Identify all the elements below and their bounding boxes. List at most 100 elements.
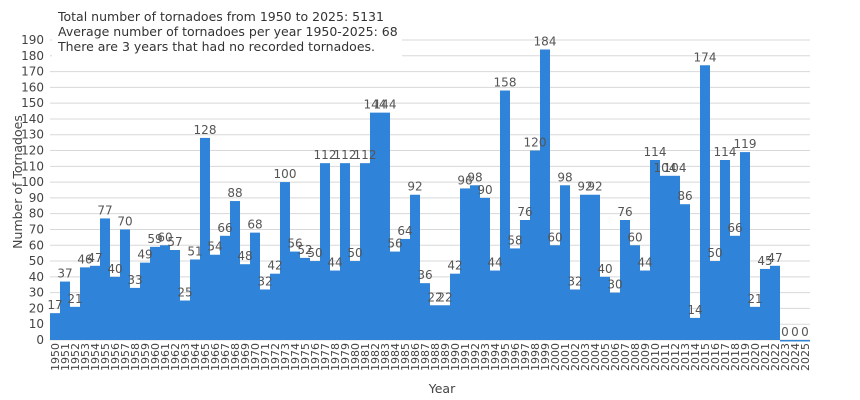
x-tick-label: 2008 bbox=[629, 343, 642, 371]
y-tick-label: 120 bbox=[21, 144, 44, 158]
data-label: 92 bbox=[587, 180, 602, 194]
note-total: Total number of tornadoes from 1950 to 2… bbox=[57, 9, 384, 24]
bar bbox=[160, 245, 170, 340]
bar bbox=[440, 305, 450, 340]
x-tick-label: 1999 bbox=[539, 343, 552, 371]
bar bbox=[540, 49, 550, 340]
bar bbox=[330, 270, 340, 340]
data-label: 44 bbox=[637, 256, 652, 270]
x-tick-label: 2014 bbox=[689, 343, 702, 371]
x-axis-title: Year bbox=[428, 381, 456, 396]
data-label: 114 bbox=[714, 145, 737, 159]
bar bbox=[320, 163, 330, 340]
data-label: 68 bbox=[247, 218, 262, 232]
y-tick-label: 110 bbox=[21, 159, 44, 173]
bar bbox=[420, 283, 430, 340]
bar bbox=[200, 137, 210, 340]
note-zero-years: There are 3 years that had no recorded t… bbox=[57, 39, 375, 54]
data-label: 76 bbox=[617, 205, 632, 219]
bar bbox=[120, 229, 130, 340]
data-label: 128 bbox=[194, 123, 217, 137]
bar bbox=[800, 340, 810, 342]
notes-background bbox=[52, 4, 402, 60]
x-tick-label: 2002 bbox=[569, 343, 582, 371]
x-tick-label: 1988 bbox=[429, 343, 442, 371]
data-label: 51 bbox=[187, 244, 202, 258]
x-tick-label: 2001 bbox=[559, 343, 572, 371]
data-label: 59 bbox=[147, 232, 162, 246]
x-tick-label: 2003 bbox=[579, 343, 592, 371]
x-tick-label: 2007 bbox=[619, 343, 632, 371]
data-label: 60 bbox=[547, 230, 562, 244]
x-tick-label: 1995 bbox=[499, 343, 512, 371]
x-tick-label: 1994 bbox=[489, 343, 502, 371]
x-tick-label: 1971 bbox=[259, 343, 272, 371]
x-tick-label: 1961 bbox=[159, 343, 172, 371]
bar bbox=[490, 270, 500, 340]
x-tick-label: 1951 bbox=[59, 343, 72, 371]
data-label: 104 bbox=[654, 161, 677, 175]
data-label: 158 bbox=[494, 76, 517, 90]
bar bbox=[700, 65, 710, 341]
x-tick-label: 2019 bbox=[739, 343, 752, 371]
summary-notes: Total number of tornadoes from 1950 to 2… bbox=[52, 4, 402, 60]
data-label: 44 bbox=[487, 256, 502, 270]
x-tick-label: 1983 bbox=[379, 343, 392, 371]
x-tick-label: 1981 bbox=[359, 343, 372, 371]
x-tick-label: 2021 bbox=[759, 343, 772, 371]
bar bbox=[410, 194, 420, 340]
bar bbox=[360, 163, 370, 340]
x-tick-label: 1953 bbox=[79, 343, 92, 371]
data-label: 144 bbox=[374, 98, 397, 112]
x-tick-label: 1980 bbox=[349, 343, 362, 371]
bar bbox=[450, 273, 460, 340]
data-label: 57 bbox=[167, 235, 182, 249]
data-label: 14 bbox=[687, 303, 702, 317]
bar bbox=[640, 270, 650, 340]
x-tick-label: 1958 bbox=[129, 343, 142, 371]
data-label: 96 bbox=[457, 173, 472, 187]
data-label: 42 bbox=[447, 259, 462, 273]
x-tick-label: 1989 bbox=[439, 343, 452, 371]
bar bbox=[780, 340, 790, 342]
data-label: 119 bbox=[734, 137, 757, 151]
data-label: 60 bbox=[157, 230, 172, 244]
bar bbox=[770, 265, 780, 340]
bar bbox=[70, 306, 80, 340]
x-tick-label: 2023 bbox=[779, 343, 792, 371]
x-tick-labels: 1950195119521953195419551956195719581959… bbox=[49, 343, 812, 371]
bar bbox=[790, 340, 800, 342]
data-label: 66 bbox=[727, 221, 742, 235]
data-label: 37 bbox=[57, 267, 72, 281]
bar bbox=[170, 250, 180, 340]
x-tick-label: 1992 bbox=[469, 343, 482, 371]
bar bbox=[600, 276, 610, 340]
x-tick-label: 1962 bbox=[169, 343, 182, 371]
bar bbox=[110, 276, 120, 340]
bar bbox=[80, 267, 90, 340]
x-tick-label: 2010 bbox=[649, 343, 662, 371]
data-label: 49 bbox=[137, 248, 152, 262]
data-label: 88 bbox=[227, 186, 242, 200]
data-label: 90 bbox=[477, 183, 492, 197]
x-tick-label: 1996 bbox=[509, 343, 522, 371]
bar bbox=[270, 273, 280, 340]
y-tick-label: 170 bbox=[21, 65, 44, 79]
bar bbox=[670, 175, 680, 340]
bars bbox=[50, 49, 810, 342]
data-label: 58 bbox=[507, 233, 522, 247]
x-tick-label: 2018 bbox=[729, 343, 742, 371]
data-label: 100 bbox=[274, 167, 297, 181]
note-average: Average number of tornadoes per year 195… bbox=[58, 24, 398, 39]
x-tick-label: 2024 bbox=[789, 343, 802, 371]
x-tick-label: 2016 bbox=[709, 343, 722, 371]
x-tick-label: 1997 bbox=[519, 343, 532, 371]
bar bbox=[560, 185, 570, 340]
x-tick-label: 2005 bbox=[599, 343, 612, 371]
data-label: 25 bbox=[177, 286, 192, 300]
x-tick-label: 1959 bbox=[139, 343, 152, 371]
x-tick-label: 1985 bbox=[399, 343, 412, 371]
bar bbox=[230, 201, 240, 340]
data-label: 56 bbox=[387, 237, 402, 251]
data-label: 174 bbox=[694, 50, 717, 64]
